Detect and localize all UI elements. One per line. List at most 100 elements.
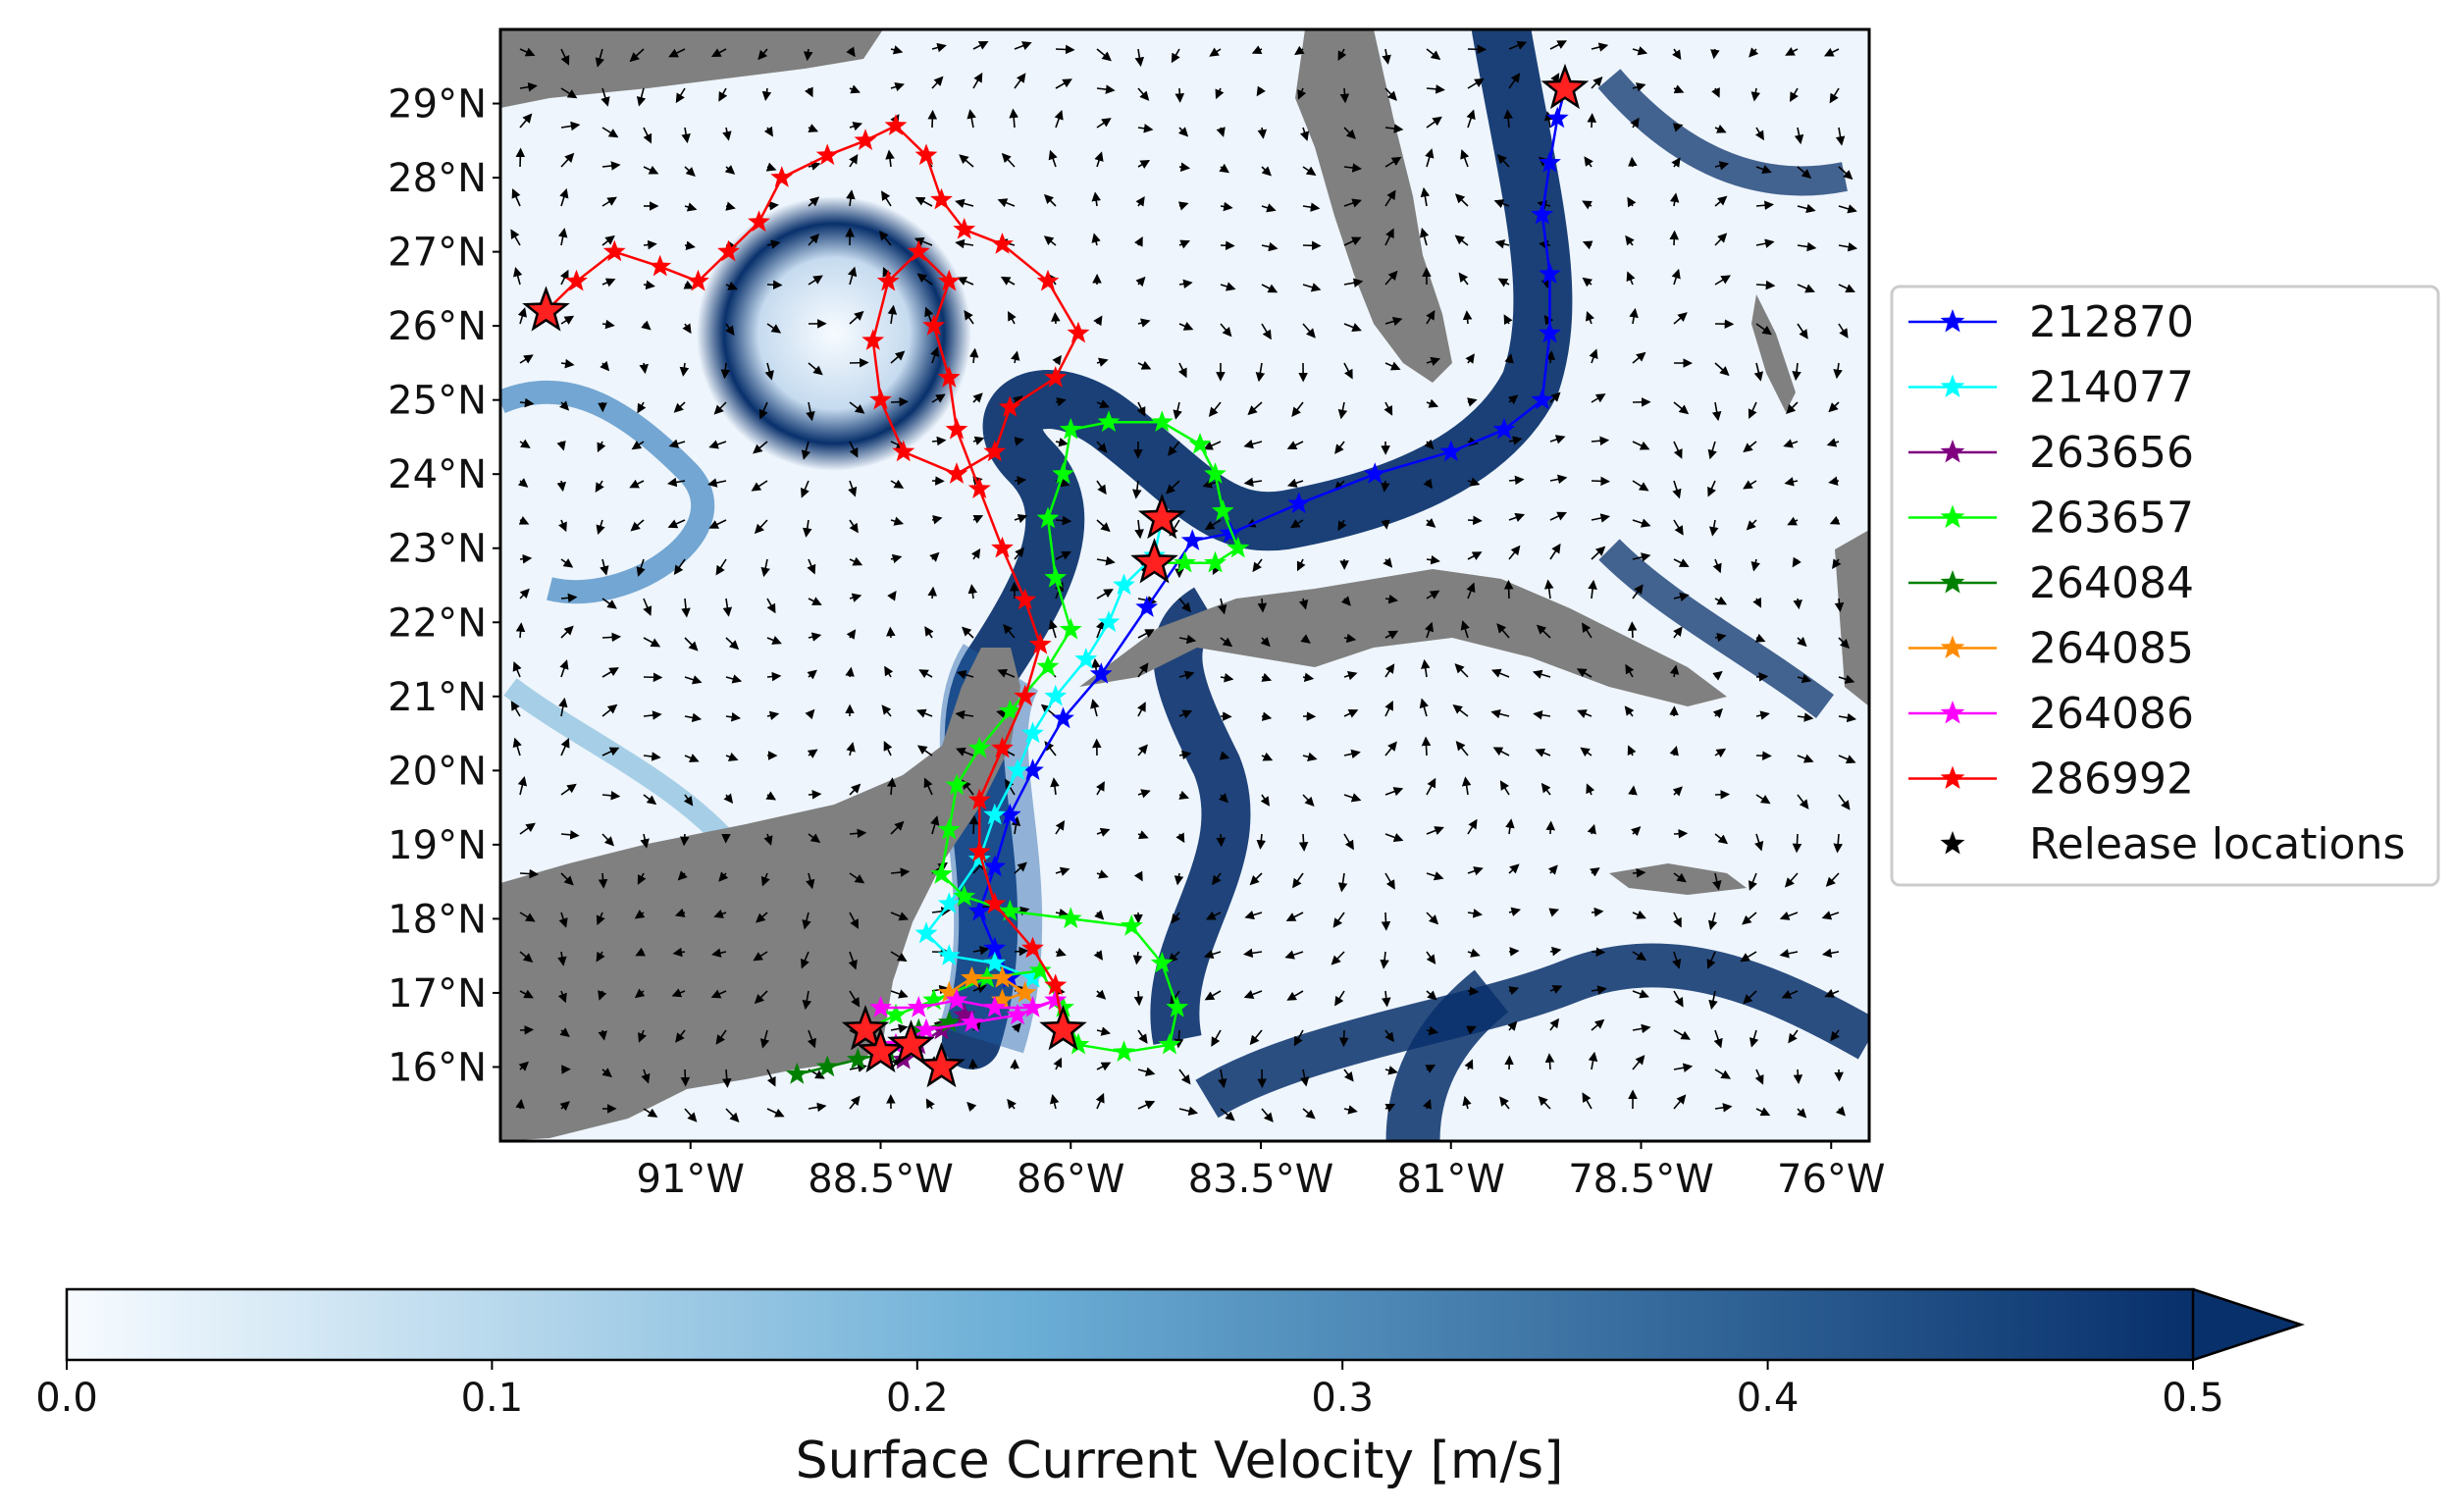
velocity-arrow	[601, 667, 619, 678]
velocity-arrow	[1343, 671, 1358, 681]
velocity-arrow	[1220, 240, 1235, 251]
trajectory-point	[1021, 936, 1044, 959]
velocity-arrow	[1821, 911, 1840, 920]
velocity-arrow	[1334, 441, 1345, 454]
velocity-arrow	[557, 990, 567, 1004]
velocity-arrow	[722, 127, 732, 141]
velocity-arrow	[931, 393, 946, 403]
velocity-arrow	[1055, 396, 1067, 407]
velocity-arrow	[964, 309, 974, 325]
lat-tick-label: 21°N	[388, 675, 487, 720]
velocity-arrow	[1178, 1106, 1199, 1117]
velocity-arrow	[601, 704, 618, 717]
legend-label: 264085	[2029, 624, 2194, 674]
velocity-arrow	[1632, 480, 1649, 492]
velocity-arrow	[1673, 990, 1684, 1008]
velocity-arrow	[1549, 543, 1561, 560]
velocity-arrow	[560, 738, 570, 756]
trajectory-point	[961, 965, 983, 988]
velocity-arrow	[679, 833, 690, 847]
velocity-arrow	[1292, 872, 1304, 889]
velocity-arrow	[1425, 517, 1436, 528]
trajectory-point	[1044, 988, 1068, 1011]
velocity-arrow	[1838, 241, 1858, 252]
velocity-arrow	[684, 712, 703, 723]
velocity-arrow	[1549, 435, 1566, 444]
velocity-arrow	[924, 306, 934, 325]
velocity-arrow	[754, 990, 768, 1005]
velocity-arrow	[1632, 552, 1651, 562]
velocity-arrow	[1549, 985, 1563, 994]
velocity-arrow	[559, 1101, 570, 1112]
velocity-arrow	[1781, 989, 1799, 999]
velocity-arrow	[1013, 395, 1023, 405]
velocity-arrow	[970, 547, 981, 560]
florida-peninsula	[1295, 29, 1452, 383]
trajectory-point	[953, 217, 976, 239]
velocity-arrow	[1014, 73, 1026, 89]
velocity-arrow	[1209, 47, 1222, 57]
velocity-arrow	[1216, 127, 1226, 137]
trajectory-point	[884, 1003, 908, 1025]
velocity-arrow	[643, 637, 661, 648]
velocity-arrow	[559, 1027, 570, 1037]
velocity-arrow	[1797, 712, 1814, 722]
velocity-arrow	[556, 440, 566, 451]
velocity-arrow	[1137, 629, 1155, 639]
trajectory-point	[1036, 269, 1060, 291]
release-location-marker	[917, 1041, 966, 1088]
velocity-arrow	[1286, 990, 1304, 1001]
velocity-arrow	[637, 872, 647, 885]
velocity-arrow	[890, 350, 906, 364]
velocity-arrow	[1507, 394, 1519, 405]
velocity-arrow	[1835, 1106, 1846, 1117]
velocity-arrow	[761, 87, 772, 101]
legend-entry-264084: 264084	[1908, 558, 2194, 608]
trajectory-point	[1044, 366, 1068, 388]
velocity-arrow	[1343, 749, 1361, 759]
velocity-arrow	[808, 632, 822, 642]
velocity-arrow	[1011, 350, 1020, 364]
velocity-arrow	[511, 188, 521, 207]
velocity-arrow	[808, 161, 821, 171]
velocity-arrow	[595, 480, 604, 493]
velocity-arrow	[1096, 399, 1110, 409]
velocity-arrow	[1014, 437, 1024, 446]
trajectory-point	[945, 988, 968, 1011]
velocity-arrow	[1673, 519, 1684, 536]
velocity-arrow	[1243, 439, 1263, 449]
velocity-arrow	[1797, 284, 1815, 293]
velocity-arrow	[634, 988, 646, 999]
velocity-arrow	[636, 558, 646, 577]
velocity-arrow	[1261, 672, 1273, 682]
velocity-arrow	[1632, 441, 1650, 450]
velocity-arrow	[1216, 833, 1226, 848]
velocity-arrow	[723, 793, 734, 805]
velocity-arrow	[1384, 833, 1404, 843]
velocity-arrow	[1492, 747, 1510, 756]
velocity-arrow	[711, 948, 727, 958]
velocity-arrow	[1137, 744, 1148, 756]
velocity-arrow	[1586, 311, 1594, 325]
velocity-arrow	[1302, 672, 1315, 683]
trajectory-point	[869, 996, 892, 1017]
velocity-arrow	[1466, 582, 1476, 600]
velocity-arrow	[1591, 476, 1610, 487]
velocity-arrow	[808, 597, 822, 605]
velocity-arrow	[1793, 1069, 1803, 1084]
velocity-arrow	[1384, 700, 1393, 717]
velocity-arrow	[1294, 45, 1305, 56]
trajectory-point	[998, 803, 1021, 825]
velocity-arrow	[913, 236, 933, 246]
velocity-arrow	[1425, 1065, 1436, 1073]
velocity-arrow	[560, 87, 578, 99]
velocity-arrow	[708, 519, 727, 529]
velocity-arrow	[1220, 323, 1232, 338]
velocity-arrow	[1496, 154, 1510, 168]
release-markers	[522, 63, 1590, 1088]
velocity-arrow	[927, 586, 938, 600]
velocity-arrow	[1426, 554, 1440, 565]
velocity-arrow	[1173, 401, 1182, 420]
velocity-arrow	[1095, 989, 1107, 1000]
velocity-arrow	[519, 951, 534, 964]
